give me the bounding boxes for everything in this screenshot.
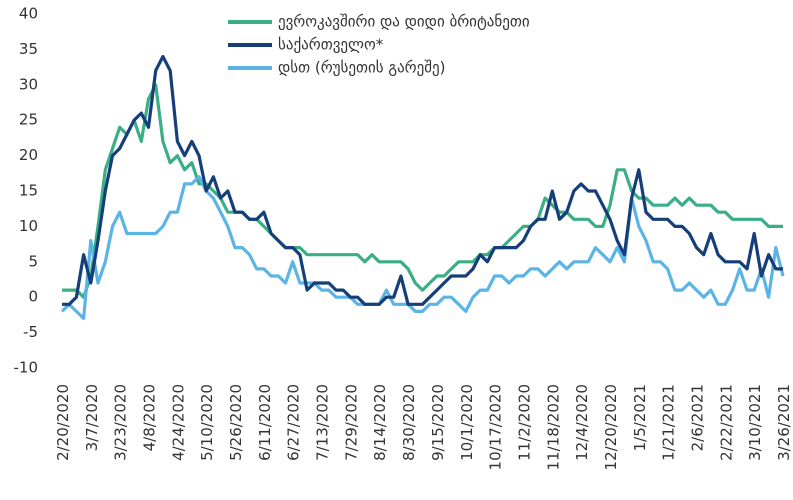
x-tick-label: 10/1/2020 [458, 384, 476, 461]
x-tick-label: 11/18/2020 [544, 384, 562, 470]
y-tick-label: 10 [19, 217, 38, 235]
series-line [62, 54, 783, 306]
x-tick-label: 2/6/2021 [688, 384, 706, 451]
x-tick-label: 3/10/2021 [746, 384, 764, 461]
x-tick-label: 9/15/2020 [429, 384, 447, 461]
series-line [60, 175, 785, 320]
x-tick-label: 1/21/2021 [660, 384, 678, 461]
x-tick-label: 2/20/2020 [54, 384, 72, 461]
x-tick-label: 7/29/2020 [342, 384, 360, 461]
x-tick-label: 8/14/2020 [371, 384, 389, 461]
x-tick-label: 11/2/2020 [515, 384, 533, 461]
x-tick-label: 2/22/2021 [717, 384, 735, 461]
legend-label: საქართველო* [278, 36, 384, 54]
x-tick-label: 3/23/2020 [112, 384, 130, 461]
series-line [62, 83, 783, 299]
x-tick-label: 7/13/2020 [314, 384, 332, 461]
y-tick-label: -10 [14, 359, 39, 377]
legend-label: დსთ (რუსეთის გარეშე) [278, 59, 445, 77]
y-tick-label: 35 [19, 40, 38, 58]
legend-label: ევროკავშირი და დიდი ბრიტანეთი [278, 13, 530, 31]
x-tick-label: 6/27/2020 [285, 384, 303, 461]
y-tick-label: 15 [19, 182, 38, 200]
x-tick-label: 10/17/2020 [487, 384, 505, 470]
x-tick-label: 12/20/2020 [602, 384, 620, 470]
x-tick-label: 4/24/2020 [169, 384, 187, 461]
x-tick-label: 8/30/2020 [400, 384, 418, 461]
y-tick-label: 20 [19, 146, 38, 164]
y-tick-label: 25 [19, 111, 38, 129]
y-tick-label: 5 [28, 252, 38, 270]
x-tick-label: 5/26/2020 [227, 384, 245, 461]
x-tick-label: 4/8/2020 [141, 384, 159, 451]
y-tick-label: -5 [23, 323, 38, 341]
x-tick-label: 1/5/2021 [631, 384, 649, 451]
y-tick-label: 40 [19, 5, 38, 23]
y-tick-label: 0 [28, 288, 38, 306]
x-tick-label: 3/26/2021 [775, 384, 793, 461]
x-tick-label: 5/10/2020 [198, 384, 216, 461]
y-tick-label: 30 [19, 75, 38, 93]
x-tick-label: 3/7/2020 [83, 384, 101, 451]
x-tick-label: 6/11/2020 [256, 384, 274, 461]
x-tick-label: 12/4/2020 [573, 384, 591, 461]
